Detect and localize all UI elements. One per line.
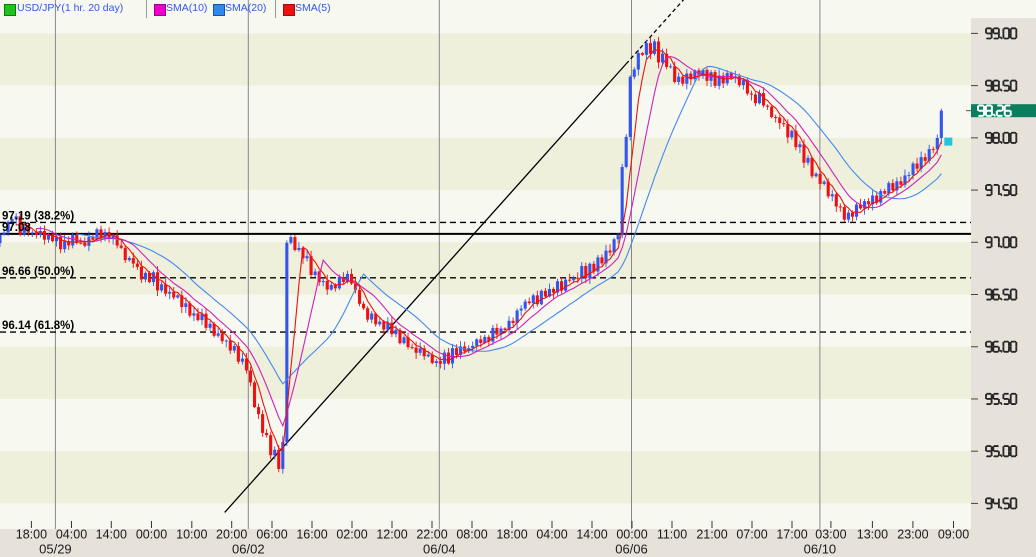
svg-text:97.08: 97.08 <box>2 222 31 234</box>
svg-text:97.19 (38.2%): 97.19 (38.2%) <box>2 210 74 222</box>
svg-text:96.14 (61.8%): 96.14 (61.8%) <box>2 320 74 332</box>
svg-text:96.66 (50.0%): 96.66 (50.0%) <box>2 266 74 278</box>
